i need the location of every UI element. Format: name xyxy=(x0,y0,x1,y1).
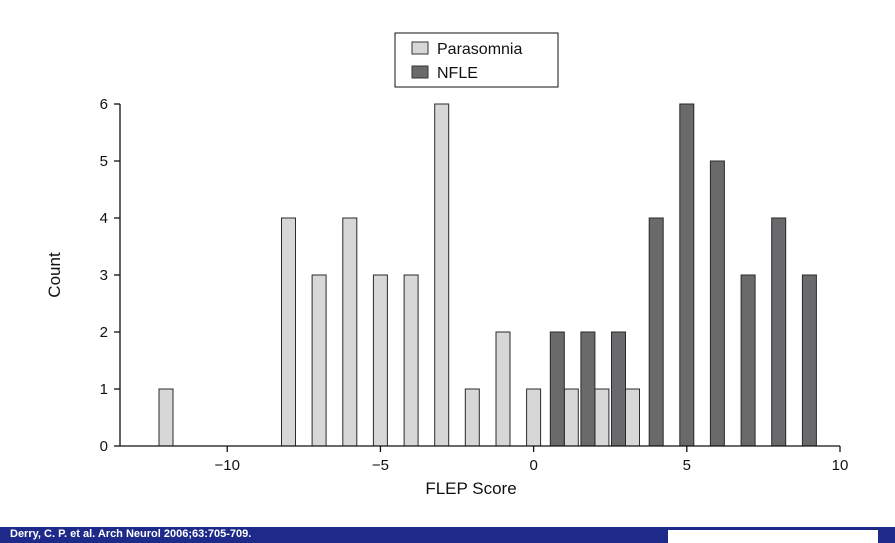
nfle-bars xyxy=(549,103,817,447)
y-tick-label: 6 xyxy=(100,96,108,113)
parasomnia-bars xyxy=(158,103,640,447)
parasomnia-bar xyxy=(563,388,579,447)
parasomnia-bar xyxy=(434,103,450,447)
parasomnia-bar xyxy=(311,274,327,447)
y-axis-title: Count xyxy=(45,252,64,298)
citation-bar: Derry, C. P. et al. Arch Neurol 2006;63:… xyxy=(0,527,895,543)
y-tick-label: 4 xyxy=(100,210,108,227)
x-tick-label: 5 xyxy=(683,457,691,474)
parasomnia-bar xyxy=(342,217,358,447)
legend-swatch-nfle xyxy=(411,65,429,79)
parasomnia-bar xyxy=(158,388,174,447)
parasomnia-bar xyxy=(403,274,419,447)
legend-swatch-parasomnia xyxy=(411,41,429,55)
nfle-bar xyxy=(801,274,817,447)
y-tick-label: 2 xyxy=(100,324,108,341)
x-tick-label: −5 xyxy=(372,457,389,474)
chart: 0 1 2 3 4 5 6 −10 −5 0 5 10 Parasomnia NFLE FLEP Sc… xyxy=(45,32,849,498)
nfle-bar xyxy=(611,331,626,447)
nfle-bar xyxy=(549,331,565,447)
x-tick-label: −10 xyxy=(215,457,240,474)
parasomnia-bar xyxy=(495,331,511,447)
nfle-bar xyxy=(679,103,695,447)
nfle-bar xyxy=(709,160,725,447)
nfle-bar xyxy=(740,274,756,447)
nfle-bar xyxy=(771,217,787,447)
legend-label-nfle: NFLE xyxy=(437,65,478,82)
parasomnia-bar xyxy=(594,388,610,447)
parasomnia-bar xyxy=(372,274,388,447)
legend-label-parasomnia: Parasomnia xyxy=(437,41,522,58)
parasomnia-bar xyxy=(464,388,480,447)
x-axis-title: FLEP Score xyxy=(425,479,516,498)
y-tick-label: 5 xyxy=(100,153,108,170)
parasomnia-bar xyxy=(281,217,296,447)
legend: Parasomnia NFLE xyxy=(394,32,559,88)
y-tick-label: 3 xyxy=(100,267,108,284)
nfle-bar xyxy=(648,217,664,447)
nfle-bar xyxy=(580,331,596,447)
citation-text: Derry, C. P. et al. Arch Neurol 2006;63:… xyxy=(10,528,252,540)
x-tick-label: 0 xyxy=(529,457,537,474)
y-tick-label: 0 xyxy=(100,438,108,455)
parasomnia-bar xyxy=(526,388,542,447)
parasomnia-bar xyxy=(625,388,640,447)
y-tick-label: 1 xyxy=(100,381,108,398)
x-tick-label: 10 xyxy=(832,457,849,474)
footer-white-box xyxy=(668,530,878,543)
axes: 0 1 2 3 4 5 6 −10 −5 0 5 10 xyxy=(100,96,849,474)
